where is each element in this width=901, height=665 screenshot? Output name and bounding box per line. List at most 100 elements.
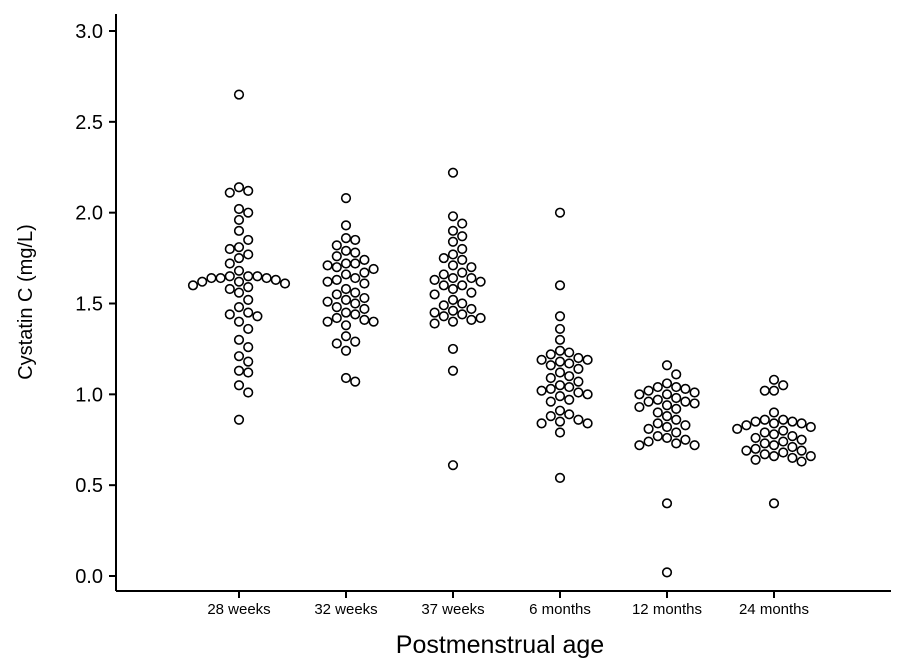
data-point [243,282,254,293]
data-point [340,220,352,231]
data-point [732,423,743,434]
data-point [573,352,584,364]
data-point [340,283,352,295]
data-point [243,249,254,260]
data-point [671,414,682,425]
data-point [233,89,245,100]
data-point [457,298,468,309]
data-point [322,276,333,287]
data-point [554,334,566,345]
data-point [340,331,352,342]
data-point [429,274,440,285]
data-point [233,302,245,313]
data-point [741,445,752,456]
data-point [652,407,663,418]
data-point [689,398,700,409]
data-point [331,338,342,349]
data-point [643,396,654,407]
data-point [554,367,566,378]
data-point [573,414,584,425]
data-point [438,300,449,311]
data-point [224,258,235,269]
data-point [634,389,645,400]
data-point [536,385,547,396]
data-point [634,401,645,413]
data-point [457,254,468,265]
data-point [661,498,673,509]
x-tick-label: 6 months [529,601,591,618]
data-point [652,418,663,429]
data-point [759,414,770,425]
y-tick-label: 0.0 [75,566,103,588]
data-point [340,245,352,256]
y-tick-label: 3.0 [75,21,103,43]
data-point [796,434,807,445]
data-point [457,280,468,291]
data-point [796,445,807,456]
data-point [689,440,700,451]
data-point [680,396,691,407]
y-tick-label: 1.5 [75,294,103,316]
data-point [233,365,245,376]
data-point [447,236,459,247]
data-point [661,378,673,389]
data-point [564,371,575,382]
data-point [768,385,780,396]
data-point [787,441,798,453]
data-point [233,252,245,264]
y-tick-label: 2.5 [75,112,103,134]
data-point [778,447,789,458]
data-point [768,429,780,440]
data-point [750,416,761,427]
y-tick-label: 1.0 [75,384,103,406]
data-point [322,296,333,307]
x-axis-title: Postmenstrual age [396,631,604,659]
data-point [233,351,245,362]
data-point [350,287,361,298]
data-point [457,267,468,278]
data-point [466,303,477,315]
data-point [243,185,254,196]
data-point [340,258,352,269]
data-point [536,418,547,429]
data-point [661,400,673,411]
data-point [759,438,770,449]
data-point [359,278,370,289]
data-point [582,354,593,365]
data-point [243,294,254,305]
data-point [438,280,449,291]
data-point [447,294,459,305]
data-point [447,343,459,355]
data-point [545,372,556,384]
data-point [457,243,468,255]
data-point [671,392,682,404]
data-point [545,396,556,407]
data-point [680,434,691,445]
data-point [350,272,361,284]
data-point [215,272,226,284]
y-tick-label: 0.5 [75,475,103,497]
data-point [331,251,342,262]
data-point [447,365,459,376]
data-point [359,254,370,265]
data-point [545,383,556,394]
data-point [340,307,352,318]
data-point [340,269,352,280]
data-point [573,376,584,387]
data-point [322,316,333,327]
data-point [768,374,780,385]
data-point [447,225,459,236]
data-point [536,354,547,365]
data-point [447,211,459,222]
x-tick-label: 28 weeks [207,601,270,618]
data-point [224,243,235,255]
data-point [331,302,342,313]
data-point [243,207,254,218]
y-tick-label: 2.0 [75,203,103,225]
data-point [429,307,440,318]
data-point [350,258,361,269]
data-point [233,414,245,425]
data-point [438,252,449,264]
data-point [768,407,780,418]
